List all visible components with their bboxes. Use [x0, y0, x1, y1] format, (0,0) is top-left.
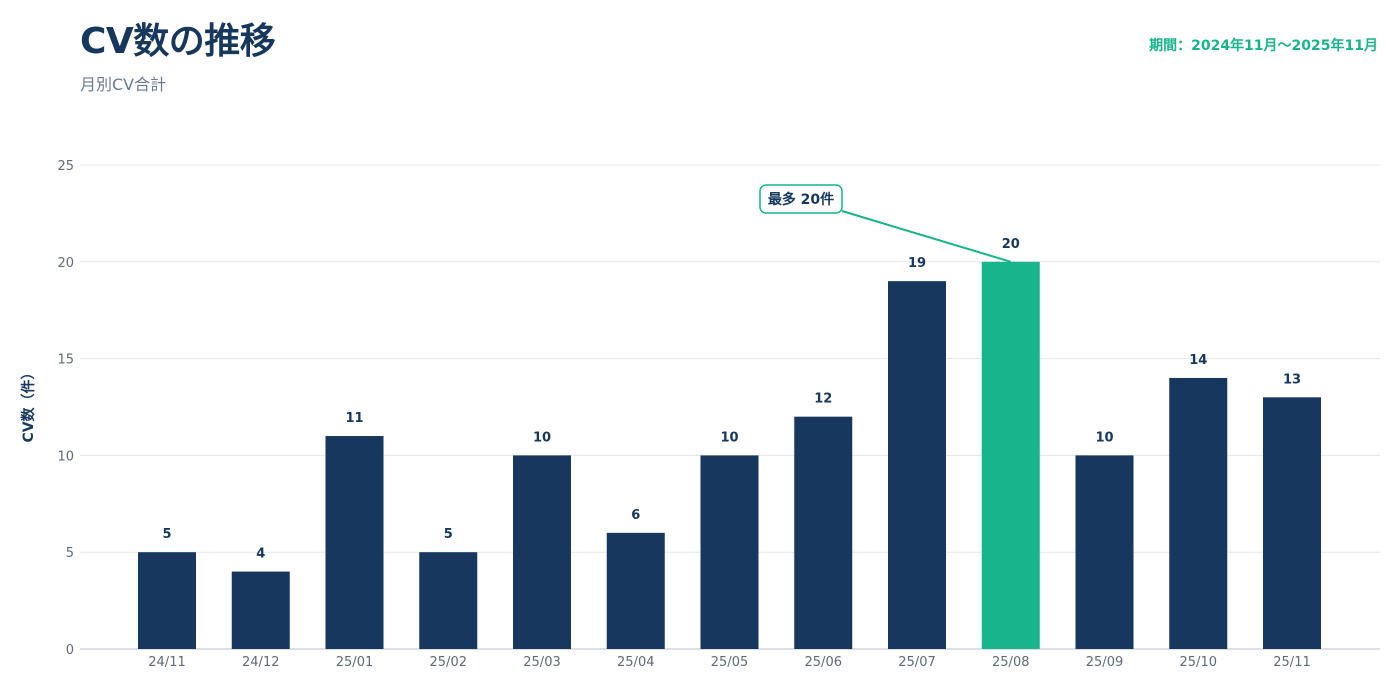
- value-label: 5: [162, 527, 171, 542]
- max-annotation: 最多 20件: [759, 184, 1012, 263]
- x-tick-label: 25/11: [1273, 655, 1310, 670]
- bar: [700, 455, 759, 649]
- x-tick-label: 25/08: [992, 655, 1029, 670]
- y-tick-label: 5: [66, 546, 74, 561]
- value-labels: 5 4 11 5 10 6 10 12 19 20 10 14 13: [162, 237, 1301, 562]
- x-tick-label: 25/10: [1180, 655, 1217, 670]
- annotation-connector: [841, 210, 1012, 263]
- bar: [231, 571, 290, 649]
- page-subtitle: 月別CV合計: [80, 75, 167, 94]
- value-label: 10: [720, 430, 738, 445]
- y-tick-label: 15: [57, 353, 74, 368]
- x-tick-label: 25/09: [1086, 655, 1123, 670]
- x-tick-label: 25/05: [711, 655, 748, 670]
- page-title: CV数の推移: [80, 21, 276, 62]
- bar: [419, 552, 478, 649]
- value-label: 13: [1283, 372, 1301, 387]
- value-label: 14: [1189, 353, 1207, 368]
- x-tick-label: 25/07: [898, 655, 935, 670]
- bar: [1075, 455, 1134, 649]
- y-tick-labels: 0 5 10 15 20 25: [57, 159, 74, 658]
- value-label: 10: [1095, 430, 1113, 445]
- value-label: 19: [908, 256, 926, 271]
- bar-series: [138, 261, 1321, 649]
- value-label: 6: [631, 508, 640, 523]
- y-tick-label: 20: [57, 256, 74, 271]
- y-axis-label: CV数（件）: [20, 365, 37, 442]
- x-tick-label: 24/11: [148, 655, 185, 670]
- x-tick-label: 25/04: [617, 655, 654, 670]
- bar: [981, 261, 1040, 649]
- x-tick-label: 25/03: [523, 655, 560, 670]
- bar: [325, 436, 384, 649]
- bar: [606, 532, 665, 649]
- value-label: 5: [444, 527, 453, 542]
- annotation-box: [759, 184, 843, 214]
- x-tick-labels: 24/11 24/12 25/01 25/02 25/03 25/04 25/05 25/06…: [148, 655, 1310, 670]
- bar: [138, 552, 196, 649]
- bar: [1169, 377, 1228, 649]
- bar: [794, 416, 853, 649]
- bar: [1263, 397, 1321, 649]
- period-label: 期間：2024年11月〜2025年11月: [1149, 38, 1378, 54]
- x-tick-label: 25/02: [430, 655, 467, 670]
- value-label: 12: [814, 392, 832, 407]
- value-label: 4: [256, 547, 265, 562]
- bar: [888, 281, 946, 649]
- x-tick-label: 24/12: [242, 655, 279, 670]
- annotation-text: 最多 20件: [768, 191, 834, 208]
- x-tick-label: 25/01: [336, 655, 373, 670]
- value-label: 20: [1002, 237, 1020, 252]
- y-tick-label: 25: [57, 159, 74, 174]
- value-label: 10: [533, 430, 551, 445]
- y-tick-label: 0: [66, 643, 74, 658]
- bar: [513, 455, 571, 649]
- x-tick-label: 25/06: [805, 655, 842, 670]
- y-tick-label: 10: [57, 449, 74, 464]
- value-label: 11: [345, 411, 363, 426]
